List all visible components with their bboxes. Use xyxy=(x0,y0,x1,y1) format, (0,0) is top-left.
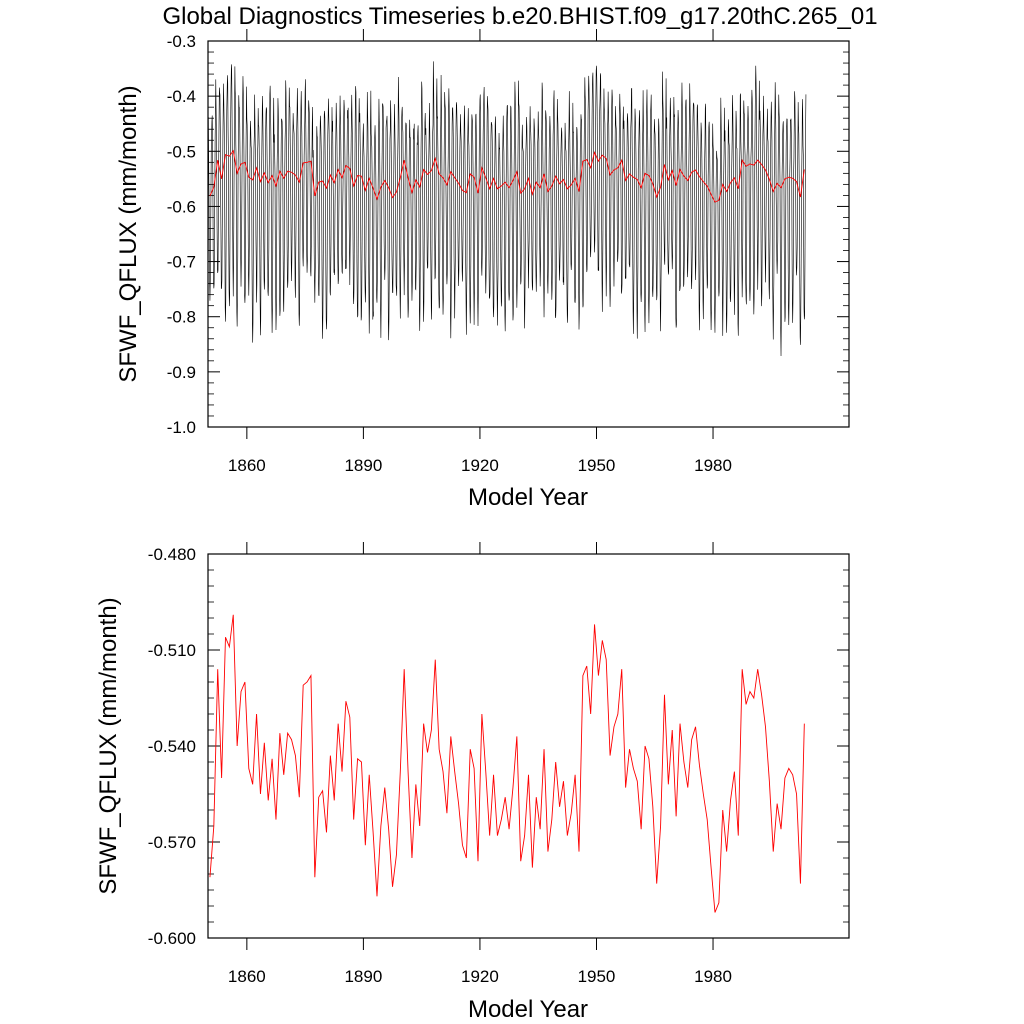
y-tick-label: -1.0 xyxy=(167,418,196,437)
y-tick-label: -0.8 xyxy=(167,308,196,327)
y-tick-label: -0.9 xyxy=(167,363,196,382)
monthly-series-line xyxy=(207,61,807,356)
annual-mean-line xyxy=(209,149,805,203)
x-tick-label: 1860 xyxy=(228,456,266,475)
x-tick-label: 1950 xyxy=(578,967,616,986)
bottom-axis-ticks xyxy=(208,542,849,950)
top-monthly-series xyxy=(207,61,807,356)
annual-mean-line xyxy=(209,614,805,913)
x-tick-label: 1980 xyxy=(694,456,732,475)
chart-title: Global Diagnostics Timeseries b.e20.BHIS… xyxy=(162,3,877,30)
x-tick-label: 1920 xyxy=(461,456,499,475)
top-y-axis-label: SFWF_QFLUX (mm/month) xyxy=(115,85,142,382)
x-tick-label: 1920 xyxy=(461,967,499,986)
y-tick-label: -0.540 xyxy=(148,737,196,756)
y-tick-label: -0.3 xyxy=(167,32,196,51)
bottom-y-axis-label: SFWF_QFLUX (mm/month) xyxy=(95,597,122,894)
x-tick-label: 1890 xyxy=(344,967,382,986)
y-tick-label: -0.480 xyxy=(148,545,196,564)
y-tick-label: -0.5 xyxy=(167,142,196,161)
x-tick-label: 1890 xyxy=(344,456,382,475)
top-plot-frame xyxy=(207,40,850,428)
bottom-panel: -0.600-0.570-0.540-0.510-0.480 1860 1890 1… xyxy=(95,542,850,1023)
y-tick-label: -0.570 xyxy=(148,833,196,852)
top-x-tick-labels: 1860 1890 1920 1950 1980 xyxy=(228,456,732,475)
y-tick-label: -0.7 xyxy=(167,253,196,272)
y-tick-label: -0.6 xyxy=(167,197,196,216)
bottom-plot-frame xyxy=(207,553,850,939)
top-y-tick-labels: -1.0 -0.9 -0.8 -0.7 -0.6 -0.5 -0.4 -0.3 xyxy=(167,32,196,437)
x-tick-label: 1860 xyxy=(228,967,266,986)
y-tick-label: -0.600 xyxy=(148,929,196,948)
bottom-annual-mean-series xyxy=(209,614,805,913)
top-annual-mean-series xyxy=(209,149,805,203)
top-x-axis-label: Model Year xyxy=(468,484,588,511)
top-axis-ticks xyxy=(208,29,849,439)
y-tick-label: -0.510 xyxy=(148,641,196,660)
y-tick-label: -0.4 xyxy=(167,87,196,106)
bottom-y-tick-labels: -0.600 -0.570 -0.540 -0.510 -0.480 xyxy=(148,545,196,948)
x-tick-label: 1980 xyxy=(694,967,732,986)
x-tick-label: 1950 xyxy=(578,456,616,475)
bottom-x-axis-label: Model Year xyxy=(468,996,588,1023)
bottom-x-tick-labels: 1860 1890 1920 1950 1980 xyxy=(228,967,732,986)
top-panel: -1.0 -0.9 -0.8 -0.7 -0.6 -0.5 -0.4 -0.3 1860 189… xyxy=(115,29,850,511)
